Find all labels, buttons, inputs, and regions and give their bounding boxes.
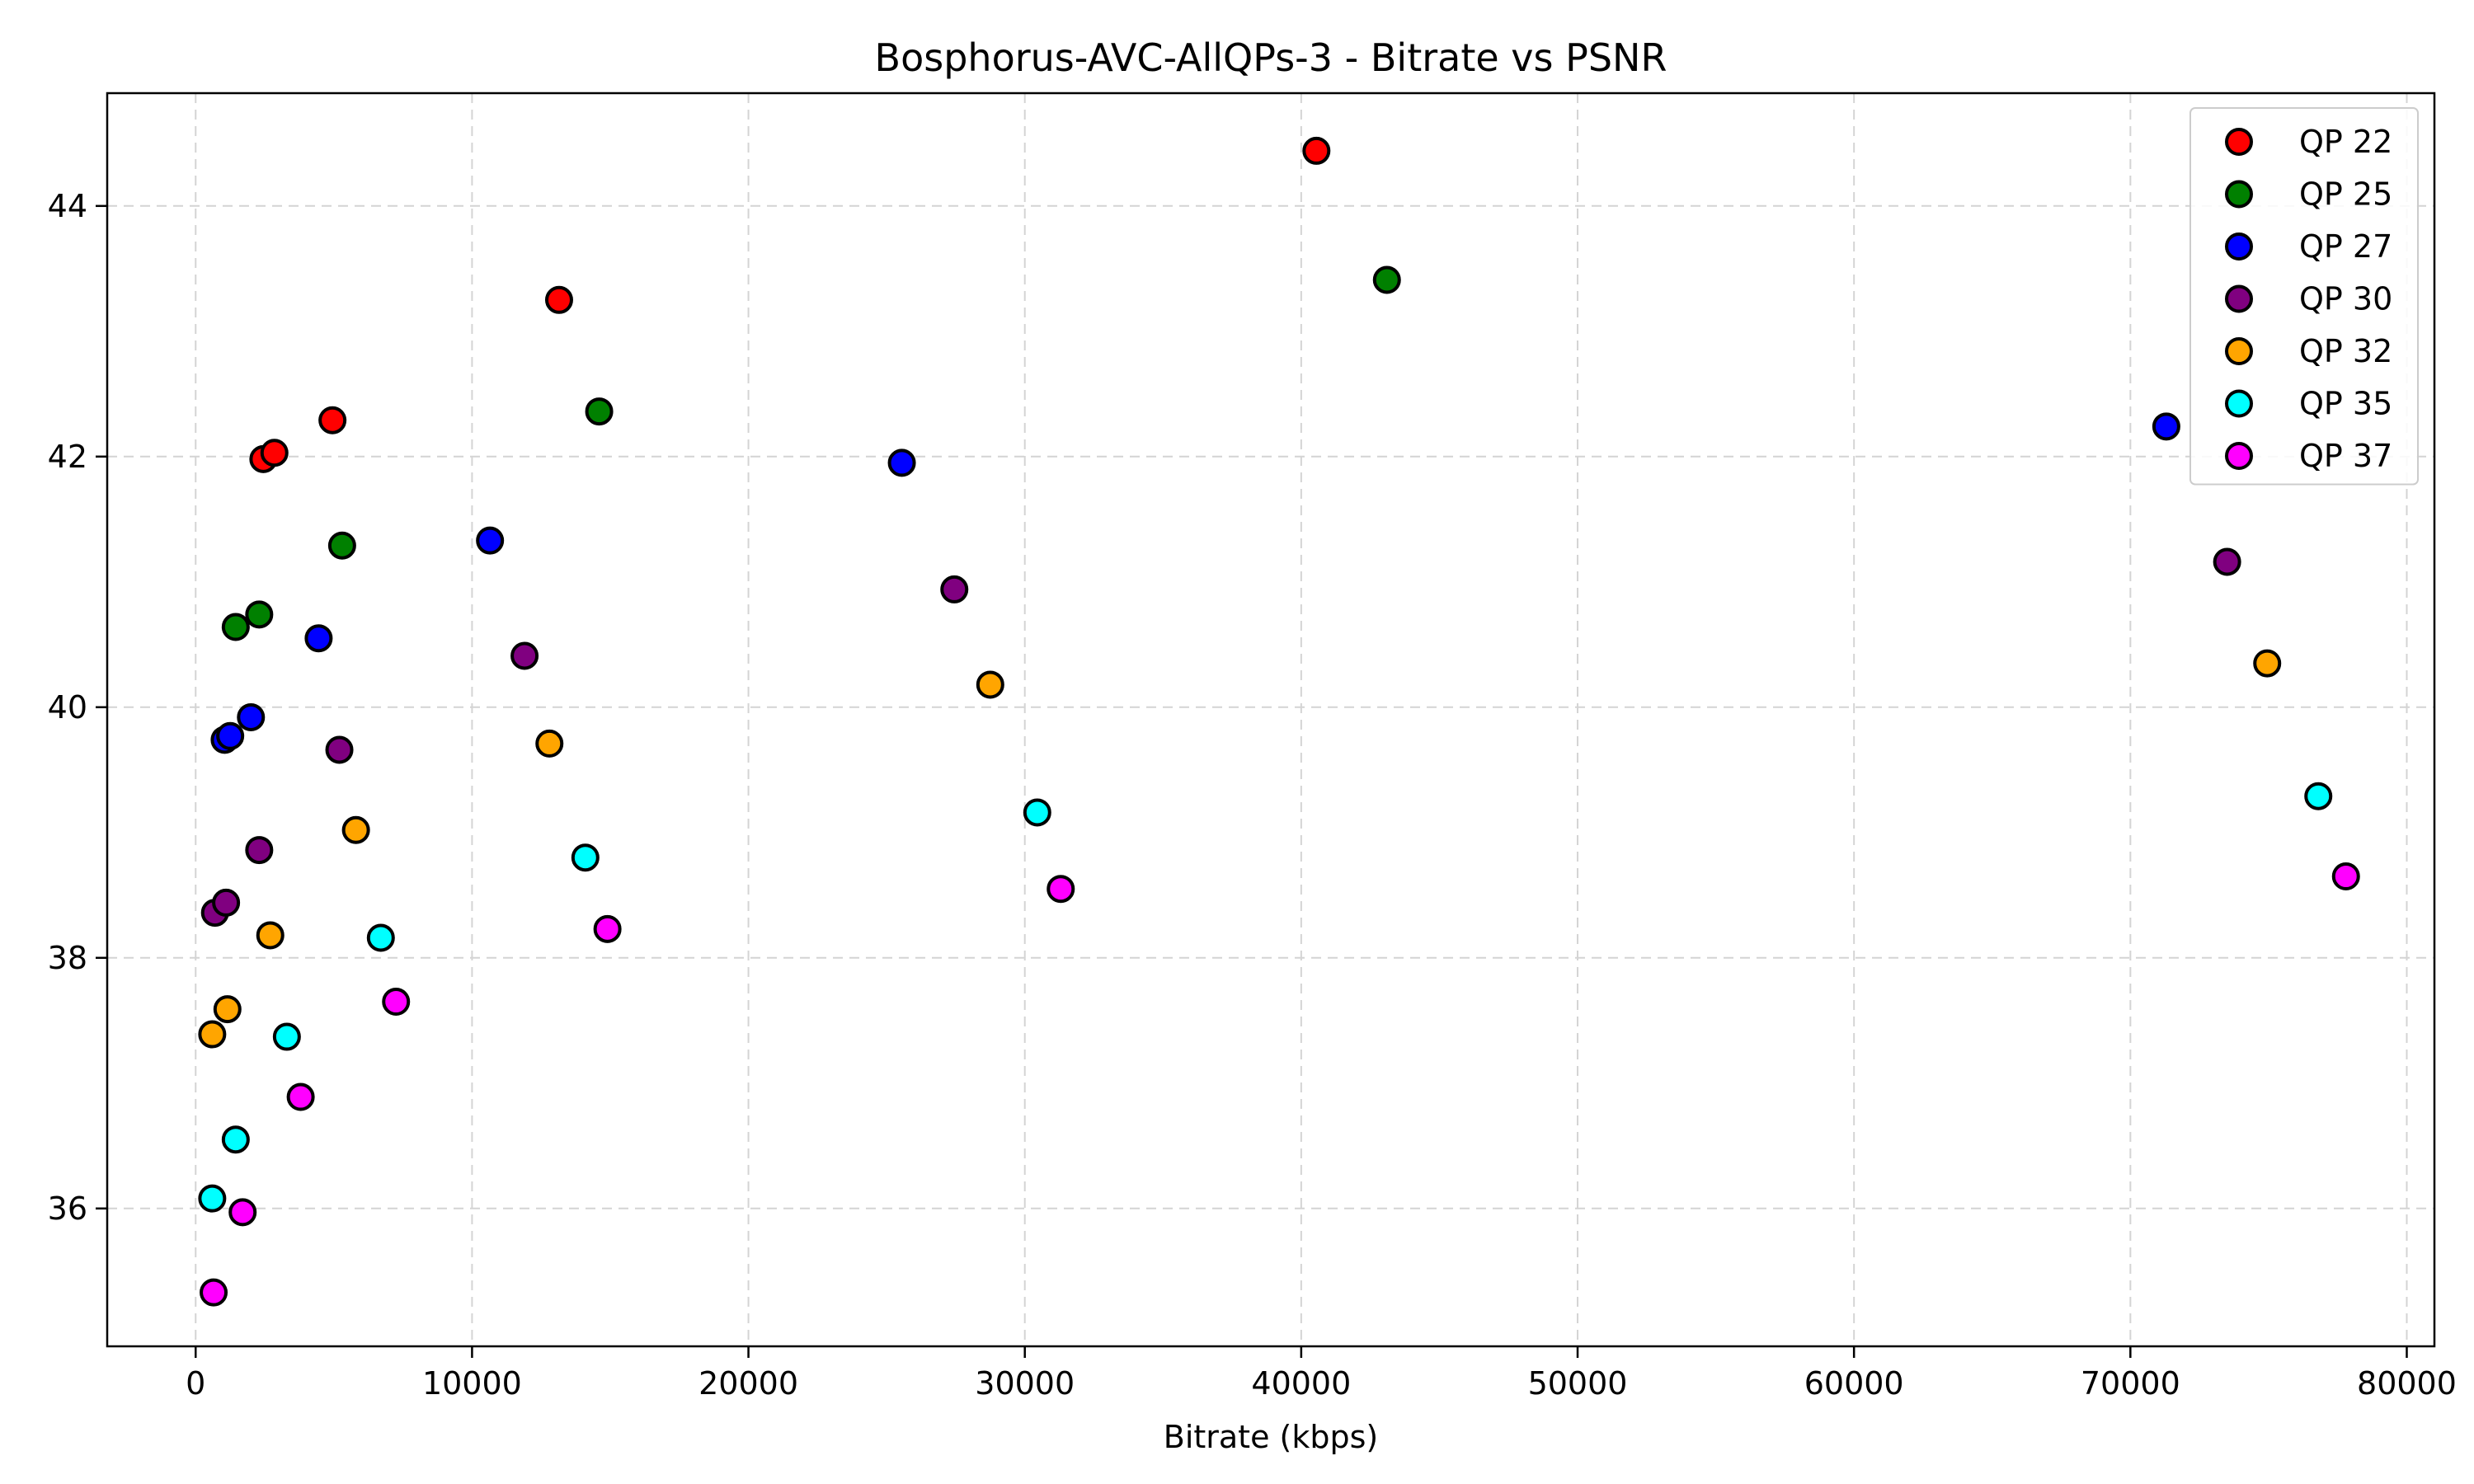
x-tick-label: 40000: [1251, 1365, 1351, 1402]
point-qp-27: [2152, 412, 2180, 441]
point-qp-27: [237, 702, 266, 731]
point-qp-32: [198, 1020, 227, 1049]
legend-label-qp-22: QP 22: [2299, 124, 2392, 160]
point-qp-35: [2304, 782, 2333, 810]
point-qp-32: [213, 995, 242, 1024]
point-qp-22: [1302, 136, 1331, 165]
point-qp-25: [585, 397, 614, 426]
legend-marker-qp-32: [2225, 337, 2253, 365]
point-qp-30: [2213, 547, 2241, 576]
point-qp-35: [221, 1125, 250, 1154]
point-qp-27: [887, 448, 916, 477]
x-tick-label: 30000: [975, 1365, 1075, 1402]
legend-marker-qp-27: [2225, 232, 2253, 261]
point-qp-27: [216, 721, 245, 750]
point-qp-30: [510, 641, 539, 670]
legend-label-qp-32: QP 32: [2299, 333, 2392, 369]
x-tick-label: 70000: [2081, 1365, 2180, 1402]
point-qp-35: [198, 1184, 227, 1213]
point-qp-32: [535, 729, 564, 758]
point-qp-22: [260, 439, 289, 467]
point-qp-32: [341, 815, 370, 844]
point-qp-22: [318, 406, 347, 434]
point-qp-37: [286, 1082, 315, 1111]
point-qp-30: [245, 836, 274, 865]
x-tick-label: 20000: [698, 1365, 798, 1402]
point-qp-30: [212, 888, 241, 917]
legend-label-qp-37: QP 37: [2299, 438, 2392, 474]
point-qp-37: [593, 914, 622, 943]
point-qp-32: [2253, 649, 2282, 678]
point-qp-32: [256, 921, 285, 950]
point-qp-37: [382, 988, 411, 1016]
legend-label-qp-30: QP 30: [2299, 281, 2392, 317]
x-tick-label: 50000: [1528, 1365, 1628, 1402]
y-tick-label: 38: [48, 940, 87, 976]
point-qp-37: [1047, 875, 1075, 904]
legend-marker-qp-37: [2225, 442, 2253, 470]
point-qp-25: [327, 531, 356, 560]
x-tick-label: 10000: [422, 1365, 522, 1402]
point-qp-37: [228, 1198, 257, 1227]
legend-marker-qp-30: [2225, 284, 2253, 313]
point-qp-35: [366, 923, 395, 952]
axis-ticks: 0 10000 20000 30000 40000 50000 60000 70000 8000…: [48, 188, 2457, 1402]
point-qp-25: [245, 600, 274, 629]
point-qp-32: [976, 670, 1004, 699]
point-qp-37: [2331, 862, 2360, 890]
x-tick-label: 60000: [1804, 1365, 1904, 1402]
point-qp-25: [221, 613, 250, 641]
legend-label-qp-27: QP 27: [2299, 228, 2392, 265]
point-qp-35: [272, 1022, 301, 1051]
data-markers: [198, 136, 2360, 1307]
point-qp-37: [200, 1278, 228, 1307]
point-qp-30: [325, 735, 354, 764]
point-qp-35: [571, 843, 600, 872]
grid-lines: [107, 93, 2434, 1346]
point-qp-25: [1372, 265, 1401, 294]
point-qp-30: [940, 575, 969, 603]
y-tick-label: 36: [48, 1190, 87, 1227]
y-tick-label: 40: [48, 689, 87, 726]
y-tick-label: 42: [48, 439, 87, 475]
x-tick-label: 0: [186, 1365, 205, 1402]
chart-title: Bosphorus-AVC-AllQPs-3 - Bitrate vs PSNR: [875, 35, 1667, 80]
legend-marker-qp-35: [2225, 389, 2253, 418]
legend-label-qp-25: QP 25: [2299, 176, 2392, 213]
point-qp-27: [304, 624, 333, 653]
y-tick-label: 44: [48, 188, 87, 224]
legend-marker-qp-25: [2225, 180, 2253, 209]
legend: QP 22 QP 25 QP 27 QP 30 QP 32 QP 35 QP 37: [2189, 107, 2419, 486]
point-qp-22: [544, 285, 573, 314]
x-tick-label: 80000: [2357, 1365, 2457, 1402]
x-axis-label: Bitrate (kbps): [1164, 1419, 1379, 1455]
point-qp-27: [476, 526, 505, 555]
plot-frame: [106, 92, 2436, 1348]
legend-marker-qp-22: [2225, 128, 2253, 156]
legend-label-qp-35: QP 35: [2299, 386, 2392, 422]
point-qp-35: [1023, 798, 1051, 827]
